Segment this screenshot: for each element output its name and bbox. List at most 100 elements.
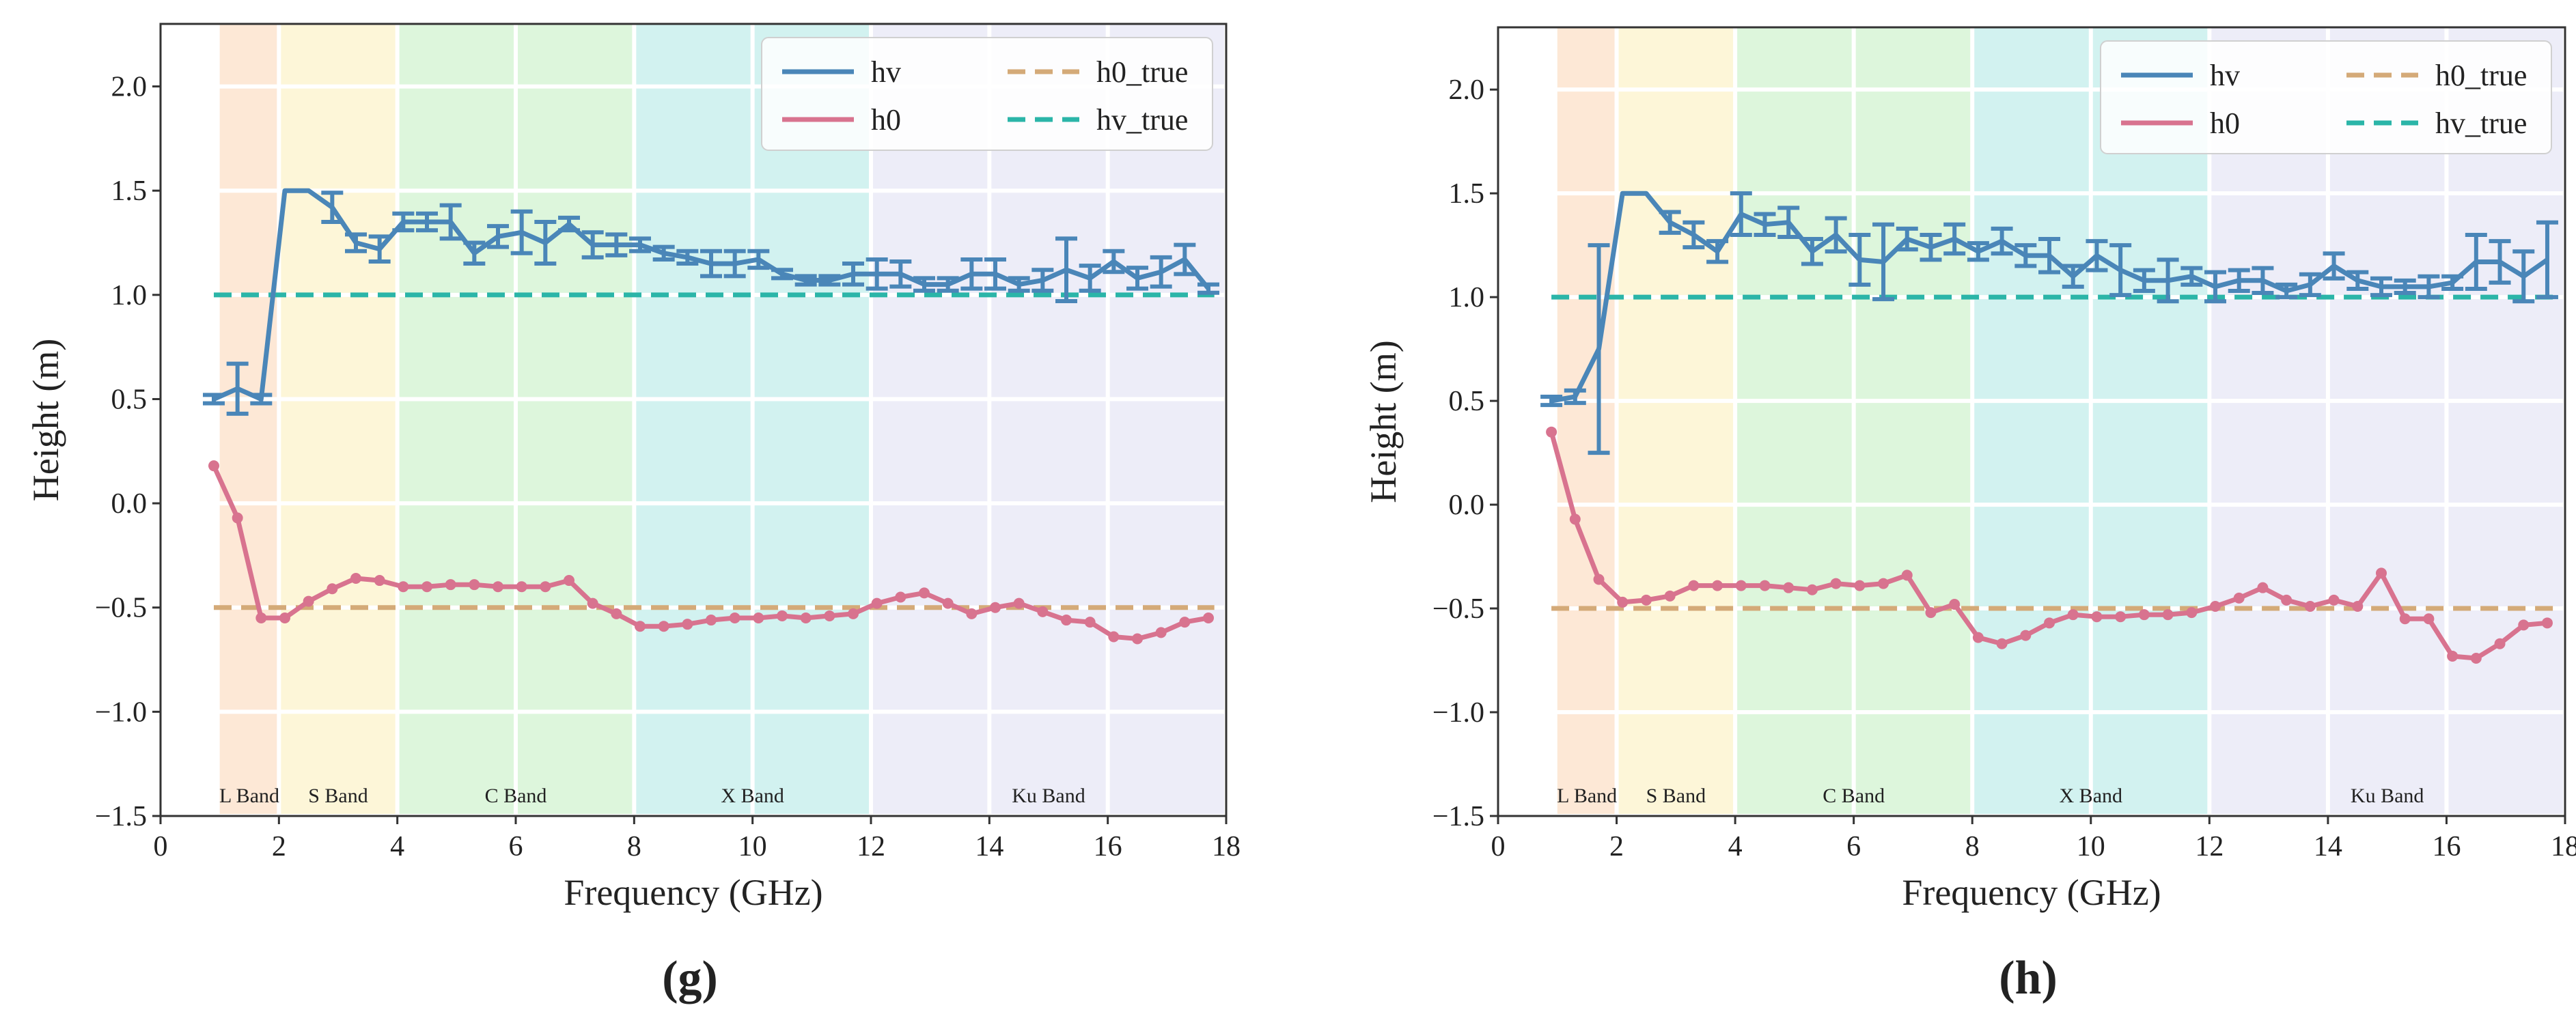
y-tick-label: 2.0 <box>111 72 148 103</box>
error-bar <box>1174 242 1196 277</box>
data-point <box>1155 627 1167 638</box>
error-bar <box>700 249 722 279</box>
error-bar <box>1540 395 1563 408</box>
band-label: X Band <box>2060 785 2123 807</box>
data-point <box>966 608 978 619</box>
error-bar <box>2014 243 2037 268</box>
band-label: Ku Band <box>1012 785 1085 807</box>
chart-panel-h: L Band S Band C Band X Band Ku Band 0 2 4 6 8 10 12… <box>1363 26 2576 1004</box>
y-tick-label: 2.0 <box>1449 74 1485 106</box>
x-tick-label: 2 <box>272 831 286 862</box>
error-bar <box>2252 266 2274 296</box>
error-bar <box>913 276 935 293</box>
legend-box <box>761 37 1213 151</box>
error-bar <box>1943 222 1966 256</box>
error-bar <box>2323 251 2345 281</box>
error-bar <box>2418 274 2440 300</box>
data-point <box>1878 578 1889 589</box>
error-bar <box>534 220 557 266</box>
data-point <box>398 581 409 593</box>
axes-frame <box>159 23 1228 817</box>
data-point <box>469 579 480 591</box>
error-bar <box>2133 268 2155 294</box>
error-bar <box>487 224 509 249</box>
data-point <box>2115 611 2127 623</box>
band-label: X Band <box>721 785 784 807</box>
y-tick-label: −0.5 <box>95 593 147 624</box>
x-tick-label: 14 <box>975 831 1003 862</box>
y-tick-label: 1.5 <box>1449 178 1485 210</box>
data-point <box>208 460 219 472</box>
legend-label-hv: hv <box>871 55 901 89</box>
data-point <box>2020 630 2032 641</box>
error-bar <box>1031 268 1054 293</box>
error-bar <box>2157 257 2179 304</box>
error-bar <box>605 232 628 257</box>
data-point <box>2067 609 2079 621</box>
data-point <box>800 612 812 623</box>
data-point <box>350 573 361 584</box>
error-bar <box>1055 236 1077 303</box>
data-point <box>1712 580 1723 591</box>
error-bar <box>1896 226 1918 252</box>
data-point <box>421 581 432 593</box>
y-tick-label: 0.0 <box>111 488 148 520</box>
data-point <box>303 595 314 607</box>
error-bar <box>1777 206 1800 239</box>
error-bar <box>960 257 983 291</box>
error-bar <box>1103 249 1125 274</box>
error-bar <box>226 361 249 416</box>
error-bar <box>2275 282 2298 300</box>
error-bar <box>463 240 486 266</box>
data-point <box>2352 601 2364 612</box>
error-bar <box>1659 210 1681 235</box>
error-bar <box>1920 232 1942 262</box>
x-tick-label: 8 <box>627 831 641 862</box>
x-tick-label: 16 <box>1094 831 1122 862</box>
error-bar <box>510 209 533 255</box>
band-label: C Band <box>485 785 547 807</box>
data-point <box>1901 569 1913 581</box>
error-bar <box>2536 220 2558 300</box>
x-tick-label: 4 <box>390 831 404 862</box>
band-label: S Band <box>1646 785 1706 807</box>
band-region <box>871 24 1226 816</box>
legend: hv h0_true h0 hv_true <box>761 37 1213 151</box>
error-bar <box>2180 266 2203 287</box>
data-point <box>1108 631 1120 643</box>
error-bar <box>723 249 746 279</box>
band-label: Ku Band <box>2351 785 2424 807</box>
data-point <box>1783 582 1795 593</box>
error-bar <box>1564 388 1586 406</box>
data-point <box>2257 582 2269 593</box>
error-bar <box>1008 276 1030 293</box>
data-point <box>895 591 906 603</box>
y-tick-label: −1.0 <box>95 696 147 728</box>
data-point <box>1830 578 1842 589</box>
data-point <box>2494 638 2506 649</box>
y-tick-label: 0.5 <box>111 384 148 415</box>
data-point <box>2162 609 2174 621</box>
x-tick-label: 18 <box>2551 831 2576 862</box>
data-point <box>1806 584 1818 595</box>
data-point <box>2138 609 2150 621</box>
error-bar <box>652 244 675 262</box>
error-bar <box>1079 264 1101 293</box>
error-bar <box>2489 239 2511 285</box>
data-point <box>587 597 598 609</box>
data-point <box>611 608 622 619</box>
x-tick-label: 12 <box>2195 831 2224 862</box>
legend-label-h0: h0 <box>871 103 901 137</box>
data-point <box>1925 607 1937 619</box>
data-point <box>2210 601 2221 612</box>
error-bar <box>2346 270 2369 291</box>
error-bar <box>2086 239 2108 272</box>
data-point <box>516 581 527 593</box>
error-bar <box>984 257 1006 291</box>
data-point <box>2423 613 2435 625</box>
data-point <box>374 575 385 587</box>
error-bar <box>818 274 841 287</box>
data-point <box>2091 611 2103 623</box>
x-tick-label: 18 <box>1212 831 1241 862</box>
data-point <box>327 583 338 595</box>
